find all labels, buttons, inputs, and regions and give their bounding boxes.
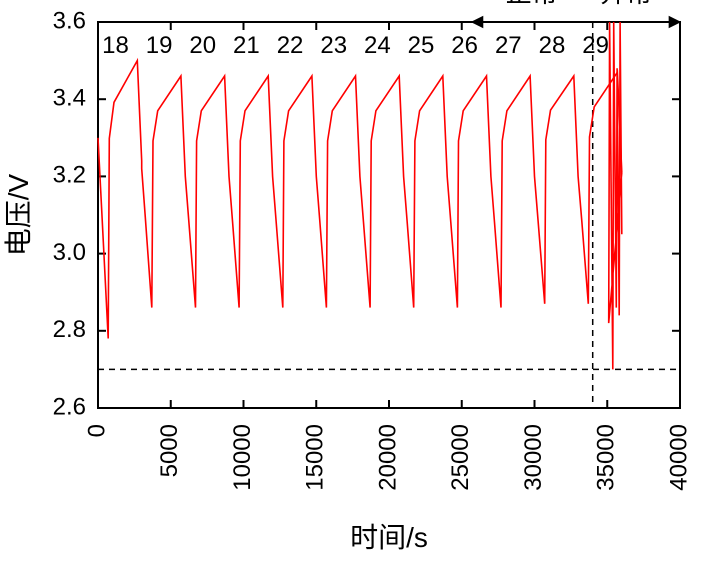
voltage-series-normal (98, 61, 622, 339)
cycle-number-label: 24 (364, 32, 391, 59)
x-tick-label: 25000 (447, 424, 474, 491)
y-tick-label: 3.6 (53, 7, 86, 34)
y-axis-label: 电压/V (3, 173, 34, 256)
cycle-number-label: 21 (233, 32, 260, 59)
cycle-number-label: 22 (277, 32, 304, 59)
cycle-number-label: 26 (451, 32, 478, 59)
chart-container: 2.6 2.8 3.0 3.2 3.4 3.6 0 5000 10000 15000 20000 25… (0, 0, 705, 565)
cycle-number-label: 29 (582, 32, 609, 59)
x-tick-label: 35000 (593, 424, 620, 491)
y-tick-label: 3.0 (53, 239, 86, 266)
cycle-number-label: 19 (146, 32, 173, 59)
x-tick-label: 10000 (229, 424, 256, 491)
cycle-number-label: 23 (320, 32, 347, 59)
x-tick-label: 5000 (156, 424, 183, 477)
y-tick-label: 3.4 (53, 85, 86, 112)
x-tick-label: 40000 (665, 424, 692, 491)
x-tick-label: 0 (83, 424, 110, 437)
voltage-time-chart: 2.6 2.8 3.0 3.2 3.4 3.6 0 5000 10000 15000 20000 25… (0, 0, 705, 565)
cycle-number-label: 18 (102, 32, 129, 59)
y-tick-label: 3.2 (53, 162, 86, 189)
region-label: 正常 (506, 0, 558, 8)
x-tick-label: 15000 (302, 424, 329, 491)
cycle-number-label: 27 (495, 32, 522, 59)
y-tick-label: 2.8 (53, 316, 86, 343)
cycle-number-label: 20 (189, 32, 216, 59)
x-tick-label: 30000 (520, 424, 547, 491)
cycle-number-label: 28 (539, 32, 566, 59)
x-tick-label: 20000 (374, 424, 401, 491)
cycle-number-label: 25 (408, 32, 435, 59)
y-tick-label: 2.6 (53, 393, 86, 420)
x-axis-label: 时间/s (350, 522, 428, 553)
region-label: 异常 (600, 0, 652, 8)
